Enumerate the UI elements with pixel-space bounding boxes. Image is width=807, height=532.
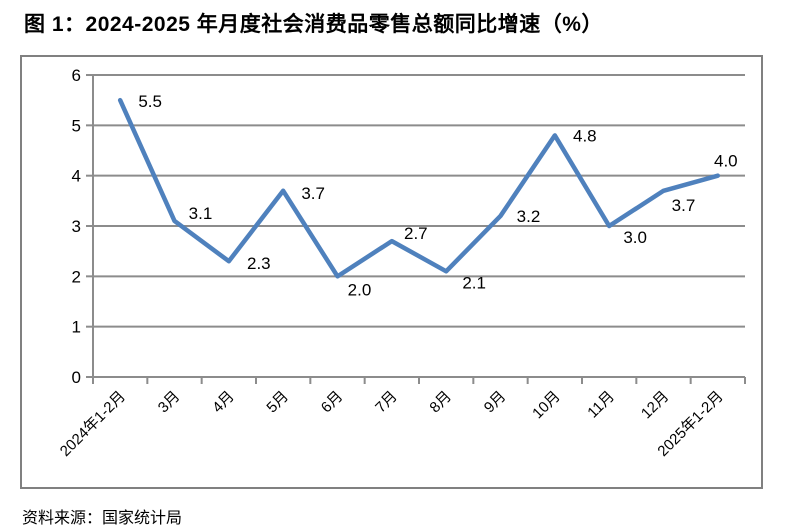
data-point-label: 2.1 [462, 273, 486, 292]
data-point-label: 4.0 [714, 152, 738, 171]
data-point-label: 2.0 [348, 280, 372, 299]
x-axis-label: 6月 [318, 388, 347, 417]
data-point-label: 3.2 [517, 207, 541, 226]
series-line [117, 97, 721, 279]
x-axis-label: 11月 [584, 388, 618, 422]
chart-container: 0 1 2 3 4 5 6 2024年1-2月 3月 4月 5月 6月 7月 8月 9月 10月 11月 12月 2… [20, 55, 763, 489]
line-chart: 0 1 2 3 4 5 6 2024年1-2月 3月 4月 5月 6月 7月 8月 9月 10月 11月 12月 2… [57, 66, 746, 460]
x-axis-label: 8月 [426, 388, 455, 417]
y-axis-label: 2 [72, 267, 81, 286]
data-point-label: 3.7 [672, 196, 696, 215]
y-axis-label: 6 [72, 66, 81, 85]
source-note: 资料来源：国家统计局 [22, 510, 183, 527]
x-axis-label: 2024年1-2月 [57, 388, 129, 460]
data-point-label: 5.5 [138, 92, 162, 111]
x-axis-label: 9月 [481, 388, 510, 417]
x-axis-label: 3月 [155, 388, 184, 417]
chart-title: 图 1：2024-2025 年月度社会消费品零售总额同比增速（%） [24, 13, 603, 36]
x-axis-label: 7月 [372, 388, 401, 417]
y-axis-label: 4 [72, 167, 81, 186]
y-axis-label: 5 [72, 116, 81, 135]
y-axis-label: 1 [72, 318, 81, 337]
data-point-label: 4.8 [573, 126, 597, 145]
x-axis-label: 12月 [638, 388, 672, 422]
y-axis-label: 0 [72, 368, 81, 387]
data-point-label: 3.1 [189, 204, 213, 223]
data-point-label: 3.0 [623, 228, 647, 247]
data-point-label: 2.3 [247, 254, 271, 273]
data-point-label: 2.7 [404, 224, 428, 243]
y-axis-label: 3 [72, 217, 81, 236]
x-axis-label: 4月 [209, 388, 238, 417]
x-axis-label: 10月 [529, 388, 563, 422]
data-point-label: 3.7 [301, 184, 325, 203]
x-axis-label: 5月 [263, 388, 292, 417]
